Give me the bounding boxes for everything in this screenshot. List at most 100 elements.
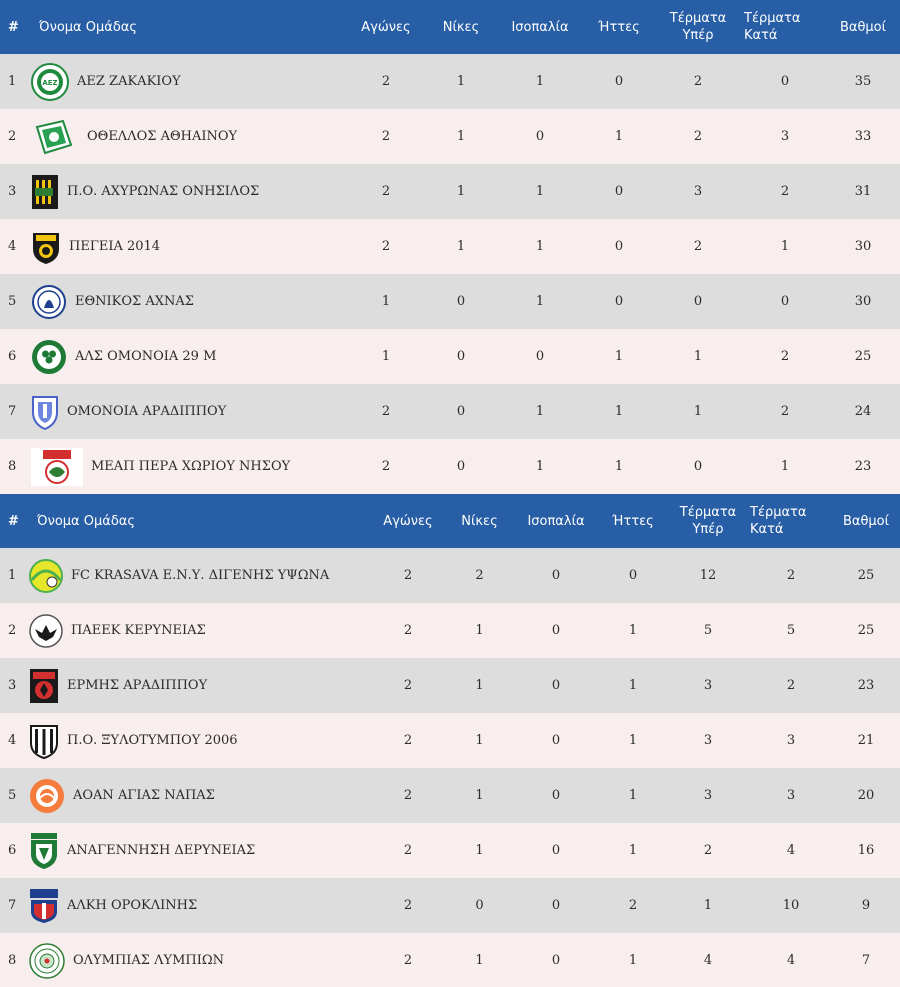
points-cell: 7 (861, 953, 871, 968)
draws-cell: 0 (551, 568, 561, 583)
points-cell: 25 (857, 623, 875, 638)
played-cell: 2 (381, 239, 391, 254)
table-row: 5 ΕΘΝΙΚΟΣ ΑΧΝΑΣ 1 0 1 0 0 0 30 (0, 274, 900, 329)
losses-cell: 1 (628, 678, 638, 693)
col-header-team[interactable]: Όνομα Ομάδας (39, 19, 137, 35)
col-header-goals-for[interactable]: Τέρματα Υπέρ (669, 11, 727, 43)
col-header-goals-for[interactable]: Τέρματα Υπέρ (679, 505, 737, 537)
goals-against-cell: 10 (782, 898, 800, 913)
team-name[interactable]: ΑΛΚΗ ΟΡΟΚΛΙΝΗΣ (67, 898, 198, 913)
points-cell: 31 (854, 184, 872, 199)
ermis-aradippou-crest-icon (29, 668, 59, 704)
points-cell: 24 (854, 404, 872, 419)
goals-for-cell: 3 (703, 678, 713, 693)
goals-for-cell: 1 (693, 349, 703, 364)
position-cell: 1 (8, 74, 17, 89)
col-header-played[interactable]: Αγώνες (383, 513, 433, 529)
team-name[interactable]: ΕΘΝΙΚΟΣ ΑΧΝΑΣ (75, 294, 194, 309)
points-cell: 16 (857, 843, 875, 858)
col-header-wins[interactable]: Νίκες (461, 513, 498, 529)
team-cell: ΟΘΕΛΛΟΣ ΑΘΗΑΙΝΟΥ (31, 109, 344, 164)
col-header-team[interactable]: Όνομα Ομάδας (37, 513, 135, 529)
omonoia-aradippou-crest-icon (31, 394, 59, 430)
goals-against-cell: 2 (780, 349, 790, 364)
wins-cell: 1 (456, 129, 466, 144)
omonoia-29m-crest-icon (31, 339, 67, 375)
wins-cell: 1 (475, 843, 484, 858)
col-header-position[interactable]: # (8, 19, 19, 35)
points-cell: 20 (857, 788, 875, 803)
played-cell: 2 (381, 459, 391, 474)
team-name[interactable]: ΟΘΕΛΛΟΣ ΑΘΗΑΙΝΟΥ (87, 129, 238, 144)
team-name[interactable]: ΕΡΜΗΣ ΑΡΑΔΙΠΠΟΥ (67, 678, 208, 693)
team-name[interactable]: Π.Ο. ΞΥΛΟΤΥΜΠΟΥ 2006 (67, 733, 238, 748)
team-name[interactable]: Π.Ο. ΑΧΥΡΩΝΑΣ ΟΝΗΣΙΛΟΣ (67, 184, 260, 199)
col-header-played[interactable]: Αγώνες (361, 19, 411, 35)
losses-cell: 0 (614, 239, 624, 254)
goals-against-cell: 3 (780, 129, 790, 144)
goals-for-cell: 5 (703, 623, 713, 638)
draws-cell: 0 (551, 898, 561, 913)
table-row: 6 ΑΝΑΓΕΝΝΗΣΗ ΔΕΡΥΝΕΙΑΣ 2 1 0 1 2 4 16 (0, 823, 900, 878)
losses-cell: 1 (628, 623, 638, 638)
wins-cell: 1 (475, 623, 484, 638)
team-cell: ΑΛΚΗ ΟΡΟΚΛΙΝΗΣ (29, 878, 369, 933)
position-cell: 8 (8, 953, 17, 968)
table-row: 7 ΑΛΚΗ ΟΡΟΚΛΙΝΗΣ 2 0 0 2 1 10 9 (0, 878, 900, 933)
position-cell: 3 (8, 678, 17, 693)
team-name[interactable]: ΑΝΑΓΕΝΝΗΣΗ ΔΕΡΥΝΕΙΑΣ (67, 843, 256, 858)
table-row: 2 ΟΘΕΛΛΟΣ ΑΘΗΑΙΝΟΥ 2 1 0 1 2 3 33 (0, 109, 900, 164)
points-cell: 25 (857, 568, 875, 583)
position-cell: 6 (8, 349, 17, 364)
team-name[interactable]: ΑΟΑΝ ΑΓΙΑΣ ΝΑΠΑΣ (73, 788, 215, 803)
wins-cell: 1 (475, 953, 484, 968)
col-header-draws[interactable]: Ισοπαλία (527, 513, 585, 529)
team-name[interactable]: ΟΜΟΝΟΙΑ ΑΡΑΔΙΠΠΟΥ (67, 404, 227, 419)
col-header-points[interactable]: Βαθμοί (839, 19, 887, 35)
team-name[interactable]: ΠΑΕΕΚ ΚΕΡΥΝΕΙΑΣ (71, 623, 206, 638)
position-cell: 2 (8, 623, 17, 638)
position-cell: 7 (8, 898, 17, 913)
losses-cell: 1 (614, 459, 624, 474)
goals-for-cell: 0 (693, 294, 703, 309)
wins-cell: 1 (475, 678, 484, 693)
col-header-losses[interactable]: Ήττες (612, 513, 654, 529)
team-name[interactable]: ΠΕΓΕΙΑ 2014 (69, 239, 161, 254)
goals-for-cell: 3 (703, 733, 713, 748)
col-header-points[interactable]: Βαθμοί (842, 513, 890, 529)
col-header-wins[interactable]: Νίκες (442, 19, 480, 35)
team-name[interactable]: ΟΛΥΜΠΙΑΣ ΛΥΜΠΙΩΝ (73, 953, 225, 968)
team-cell: Π.Ο. ΑΧΥΡΩΝΑΣ ΟΝΗΣΙΛΟΣ (31, 164, 344, 219)
col-header-draws[interactable]: Ισοπαλία (511, 19, 569, 35)
team-name[interactable]: ΑΕΖ ΖΑΚΑΚΙΟΥ (77, 74, 181, 89)
team-cell: ΜΕΑΠ ΠΕΡΑ ΧΩΡΙΟΥ ΝΗΣΟΥ (31, 439, 344, 494)
wins-cell: 0 (456, 294, 466, 309)
points-cell: 35 (854, 74, 872, 89)
wins-cell: 0 (456, 349, 466, 364)
team-name[interactable]: FC KRASAVA Ε.Ν.Υ. ΔΙΓΕΝΗΣ ΥΨΩΝΑ (71, 568, 330, 583)
draws-cell: 0 (551, 843, 561, 858)
col-header-position[interactable]: # (8, 513, 19, 529)
col-header-losses[interactable]: Ήττες (598, 19, 640, 35)
played-cell: 2 (403, 953, 413, 968)
points-cell: 30 (854, 239, 872, 254)
table-row: 5 ΑΟΑΝ ΑΓΙΑΣ ΝΑΠΑΣ 2 1 0 1 3 3 20 (0, 768, 900, 823)
paeek-crest-icon (29, 613, 63, 649)
team-name[interactable]: ΜΕΑΠ ΠΕΡΑ ΧΩΡΙΟΥ ΝΗΣΟΥ (91, 459, 291, 474)
points-cell: 33 (854, 129, 872, 144)
standings-table-2: # Όνομα Ομάδας Αγώνες Νίκες Ισοπαλία Ήττ… (0, 494, 900, 987)
team-name[interactable]: ΑΛΣ ΟΜΟΝΟΙΑ 29 Μ (75, 349, 217, 364)
goals-against-cell: 2 (780, 404, 790, 419)
losses-cell: 0 (614, 184, 624, 199)
position-cell: 1 (8, 568, 17, 583)
goals-against-cell: 2 (786, 568, 796, 583)
points-cell: 9 (861, 898, 871, 913)
aoan-agias-napas-crest-icon (29, 778, 65, 814)
table-row: 4 ΠΕΓΕΙΑ 2014 2 1 1 0 2 1 30 (0, 219, 900, 274)
goals-for-cell: 12 (699, 568, 717, 583)
col-header-goals-against[interactable]: Τέρματα Κατά (750, 505, 807, 537)
col-header-goals-against[interactable]: Τέρματα Κατά (744, 11, 801, 43)
goals-against-cell: 3 (786, 733, 796, 748)
position-cell: 3 (8, 184, 17, 199)
position-cell: 7 (8, 404, 17, 419)
